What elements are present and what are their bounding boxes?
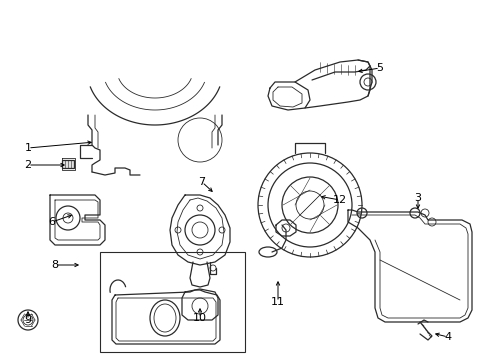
Text: 5: 5 bbox=[376, 63, 384, 73]
Text: 9: 9 bbox=[24, 315, 31, 325]
Text: 10: 10 bbox=[193, 313, 207, 323]
Text: 12: 12 bbox=[333, 195, 347, 205]
Bar bbox=[62, 160, 74, 168]
Text: 1: 1 bbox=[24, 143, 31, 153]
Text: 3: 3 bbox=[415, 193, 421, 203]
Text: 11: 11 bbox=[271, 297, 285, 307]
Text: 8: 8 bbox=[51, 260, 59, 270]
Text: 7: 7 bbox=[198, 177, 206, 187]
Text: 2: 2 bbox=[24, 160, 31, 170]
Bar bbox=[100, 252, 245, 352]
Text: 6: 6 bbox=[49, 217, 55, 227]
Text: 4: 4 bbox=[444, 332, 452, 342]
